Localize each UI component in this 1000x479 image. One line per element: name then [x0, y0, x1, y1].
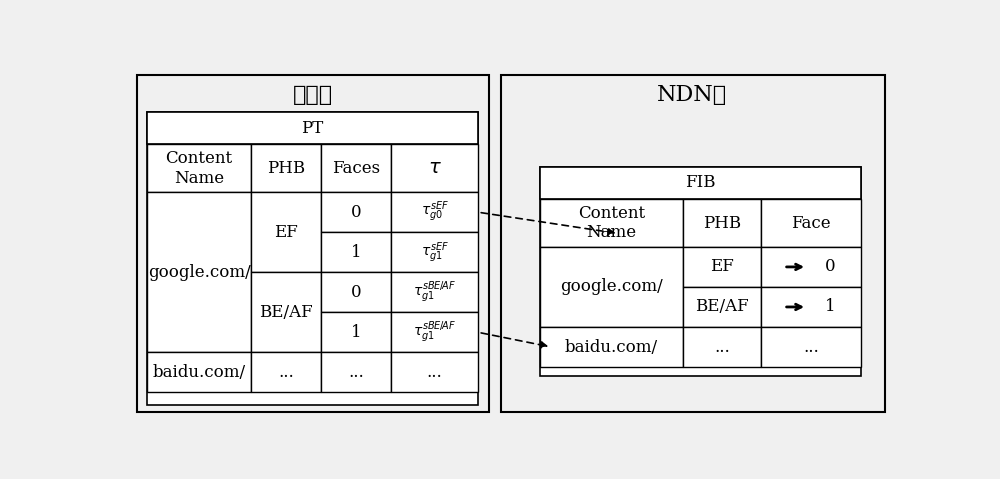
Text: $\tau_{g1}^{sBE/\!AF}$: $\tau_{g1}^{sBE/\!AF}$ — [413, 280, 456, 305]
Bar — [251, 272, 321, 353]
Text: $\tau$: $\tau$ — [428, 160, 442, 177]
Text: baidu.com/: baidu.com/ — [565, 339, 658, 355]
Text: google.com/: google.com/ — [148, 264, 250, 281]
Bar — [321, 232, 391, 272]
Text: NDN层: NDN层 — [657, 84, 727, 106]
Bar — [147, 112, 478, 145]
Bar — [391, 312, 478, 353]
Text: 1: 1 — [825, 298, 836, 316]
Bar — [321, 272, 391, 312]
Bar — [761, 199, 861, 247]
Text: $\tau_{g0}^{sEF}$: $\tau_{g0}^{sEF}$ — [421, 200, 449, 225]
Text: baidu.com/: baidu.com/ — [152, 364, 246, 381]
Bar — [321, 145, 391, 192]
Text: PT: PT — [301, 120, 324, 137]
Bar — [391, 232, 478, 272]
Text: Faces: Faces — [332, 160, 380, 177]
Text: PHB: PHB — [703, 215, 741, 231]
Text: 控制层: 控制层 — [292, 84, 333, 106]
Text: PHB: PHB — [267, 160, 305, 177]
Bar — [501, 75, 885, 412]
Text: Face: Face — [791, 215, 831, 231]
Bar — [251, 353, 321, 392]
Bar — [683, 287, 761, 327]
Bar — [251, 145, 321, 192]
Bar — [391, 272, 478, 312]
Bar — [540, 199, 683, 247]
Bar — [391, 192, 478, 232]
Bar — [391, 145, 478, 192]
Bar — [321, 353, 391, 392]
Text: 1: 1 — [351, 324, 361, 341]
Bar — [540, 247, 683, 327]
Bar — [137, 75, 489, 412]
Bar — [391, 353, 478, 392]
Bar — [321, 192, 391, 232]
Text: google.com/: google.com/ — [560, 278, 663, 296]
Text: ...: ... — [348, 364, 364, 381]
Bar — [761, 247, 861, 287]
Text: EF: EF — [710, 258, 734, 275]
Text: ...: ... — [427, 364, 442, 381]
Bar — [321, 312, 391, 353]
Text: 1: 1 — [351, 244, 361, 261]
Bar — [540, 327, 683, 367]
Text: FIB: FIB — [685, 174, 716, 192]
Bar — [251, 192, 321, 272]
Text: $\tau_{g1}^{sBE/\!AF}$: $\tau_{g1}^{sBE/\!AF}$ — [413, 320, 456, 345]
Bar — [147, 192, 251, 353]
Bar — [683, 327, 761, 367]
Bar — [540, 167, 861, 199]
Bar — [683, 199, 761, 247]
Bar — [147, 353, 251, 392]
Text: Content
Name: Content Name — [578, 205, 645, 241]
Text: BE/AF: BE/AF — [259, 304, 313, 321]
Text: Content
Name: Content Name — [165, 150, 233, 187]
Text: ...: ... — [714, 339, 730, 355]
Bar — [761, 287, 861, 327]
Text: 0: 0 — [825, 258, 836, 275]
Text: 0: 0 — [351, 204, 361, 221]
Bar — [147, 145, 251, 192]
Text: BE/AF: BE/AF — [695, 298, 749, 316]
Bar — [540, 167, 861, 376]
Bar — [761, 327, 861, 367]
Text: $\tau_{g1}^{sEF}$: $\tau_{g1}^{sEF}$ — [421, 240, 449, 264]
Text: ...: ... — [278, 364, 294, 381]
Bar — [147, 112, 478, 405]
Text: 0: 0 — [351, 284, 361, 301]
Bar — [683, 247, 761, 287]
Text: ...: ... — [803, 339, 819, 355]
Text: EF: EF — [274, 224, 298, 241]
